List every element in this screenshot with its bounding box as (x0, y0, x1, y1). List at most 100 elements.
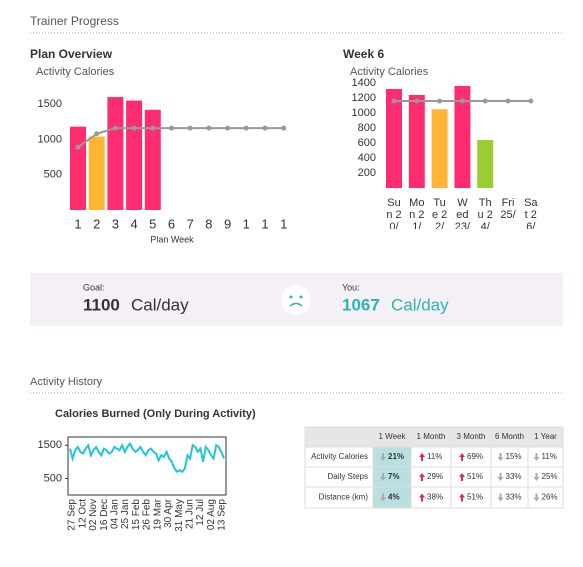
x-tick-label: 12 Oct (77, 499, 88, 529)
mood-icon (281, 285, 311, 315)
y-tick-label: 200 (358, 167, 376, 179)
x-tick-label: Mon 21/ (409, 197, 425, 229)
row-label: Distance (km) (319, 493, 369, 502)
cell-value: 15% (506, 452, 522, 461)
y-axis-label: Activity Calories (350, 66, 429, 78)
column-header: 1 Week (379, 432, 407, 441)
arrow-down (497, 453, 504, 461)
cell-value: 51% (467, 493, 483, 502)
goal-marker (169, 125, 174, 131)
chart-title: Week 6 (343, 47, 384, 61)
goal-marker (528, 98, 534, 104)
y-axis-label: Activity Calories (36, 66, 115, 78)
x-tick-label: Wed 23/ (454, 197, 471, 229)
x-tick-label: Sat 26/ (524, 197, 538, 229)
x-tick-label: 31 May (174, 499, 185, 532)
table-header (305, 427, 563, 447)
cell-value: 25% (542, 472, 558, 481)
cell-value: 11% (427, 452, 442, 461)
you-label: You: (342, 282, 360, 292)
x-tick-label: 16 Dec (99, 499, 110, 531)
mood-eye (289, 295, 293, 299)
cell-value: 21% (388, 452, 404, 461)
x-tick-label: 27 Sep (67, 499, 78, 531)
x-tick-label: 21 Jun (184, 499, 195, 529)
cell-value: 7% (388, 472, 400, 481)
x-tick-label: 15 Feb (131, 499, 142, 531)
y-tick-label: 500 (44, 169, 62, 181)
x-tick-label: 4 (130, 216, 137, 231)
arrow-up (459, 493, 465, 502)
cell-value: 33% (506, 472, 522, 481)
column-header: 6 Month (495, 432, 524, 441)
goal-marker (262, 125, 268, 131)
arrow-down (380, 493, 386, 502)
x-tick-label: 3 (112, 216, 119, 231)
goal-marker (281, 125, 287, 131)
y-tick-label: 500 (44, 472, 62, 484)
goal-unit: Cal/day (131, 295, 189, 314)
bar (386, 89, 402, 188)
goal-marker (94, 131, 100, 137)
goal-marker (414, 98, 420, 104)
y-tick-label: 1500 (38, 439, 62, 451)
arrow-up (419, 453, 425, 461)
goal-value: 1100 (83, 295, 120, 314)
x-axis-label: Plan Week (150, 234, 194, 244)
y-tick-label: 1000 (352, 107, 376, 119)
row-label: Activity Calories (311, 452, 368, 461)
x-tick-label: 26 Feb (142, 499, 153, 531)
bar (431, 109, 448, 188)
arrow-up (419, 473, 425, 481)
x-tick-label: Thu 24/ (477, 197, 493, 229)
chart-title: Plan Overview (30, 47, 113, 61)
cell-value: 69% (467, 452, 483, 461)
mood-eye (299, 295, 303, 299)
goal-marker (437, 98, 443, 104)
y-tick-label: 1400 (352, 77, 376, 89)
chart-title: Calories Burned (Only During Activity) (55, 408, 256, 420)
arrow-down (380, 453, 386, 461)
bar (144, 109, 161, 210)
x-tick-label: 30 Apr (163, 498, 174, 528)
you-unit: Cal/day (391, 295, 449, 314)
goal-line (77, 127, 284, 148)
row-label: Daily Steps (328, 472, 368, 481)
cell-value: 4% (388, 493, 400, 502)
plot-frame (67, 436, 227, 496)
goal-marker (243, 125, 249, 131)
x-tick-label: 6 (168, 216, 175, 231)
column-header: 1 Year (534, 432, 557, 441)
cell-value: 11% (542, 452, 557, 461)
goal-marker (112, 125, 118, 131)
you-value: 1067 (342, 295, 380, 314)
bar (477, 140, 494, 188)
arrow-up (419, 493, 425, 502)
goal-label: Goal: (83, 282, 105, 292)
table-highlight (373, 447, 411, 508)
y-tick-label: 400 (358, 152, 376, 164)
x-tick-label: 25 Jan (120, 499, 131, 529)
goal-marker (75, 144, 81, 150)
goal-marker (459, 98, 465, 104)
x-tick-label: 7 (187, 216, 194, 231)
x-tick-label: 13 Sep (217, 499, 228, 531)
x-tick-label: 8 (205, 216, 212, 231)
bar (70, 126, 86, 210)
x-tick-label: Fri 25/ (500, 197, 516, 221)
goal-marker (187, 125, 193, 131)
cell-value: 29% (427, 472, 443, 481)
arrow-down (533, 473, 540, 481)
column-header: 1 Month (417, 432, 446, 441)
arrow-up (459, 473, 465, 481)
arrow-up (459, 453, 465, 461)
x-tick-label: Tue 22/ (431, 197, 448, 229)
y-tick-label: 600 (358, 137, 376, 149)
y-tick-label: 1000 (38, 133, 62, 145)
x-tick-label: 9 (224, 216, 231, 231)
goal-marker (391, 98, 397, 104)
x-tick-label: 5 (149, 216, 156, 231)
x-tick-label: 19 Mar (152, 498, 163, 530)
